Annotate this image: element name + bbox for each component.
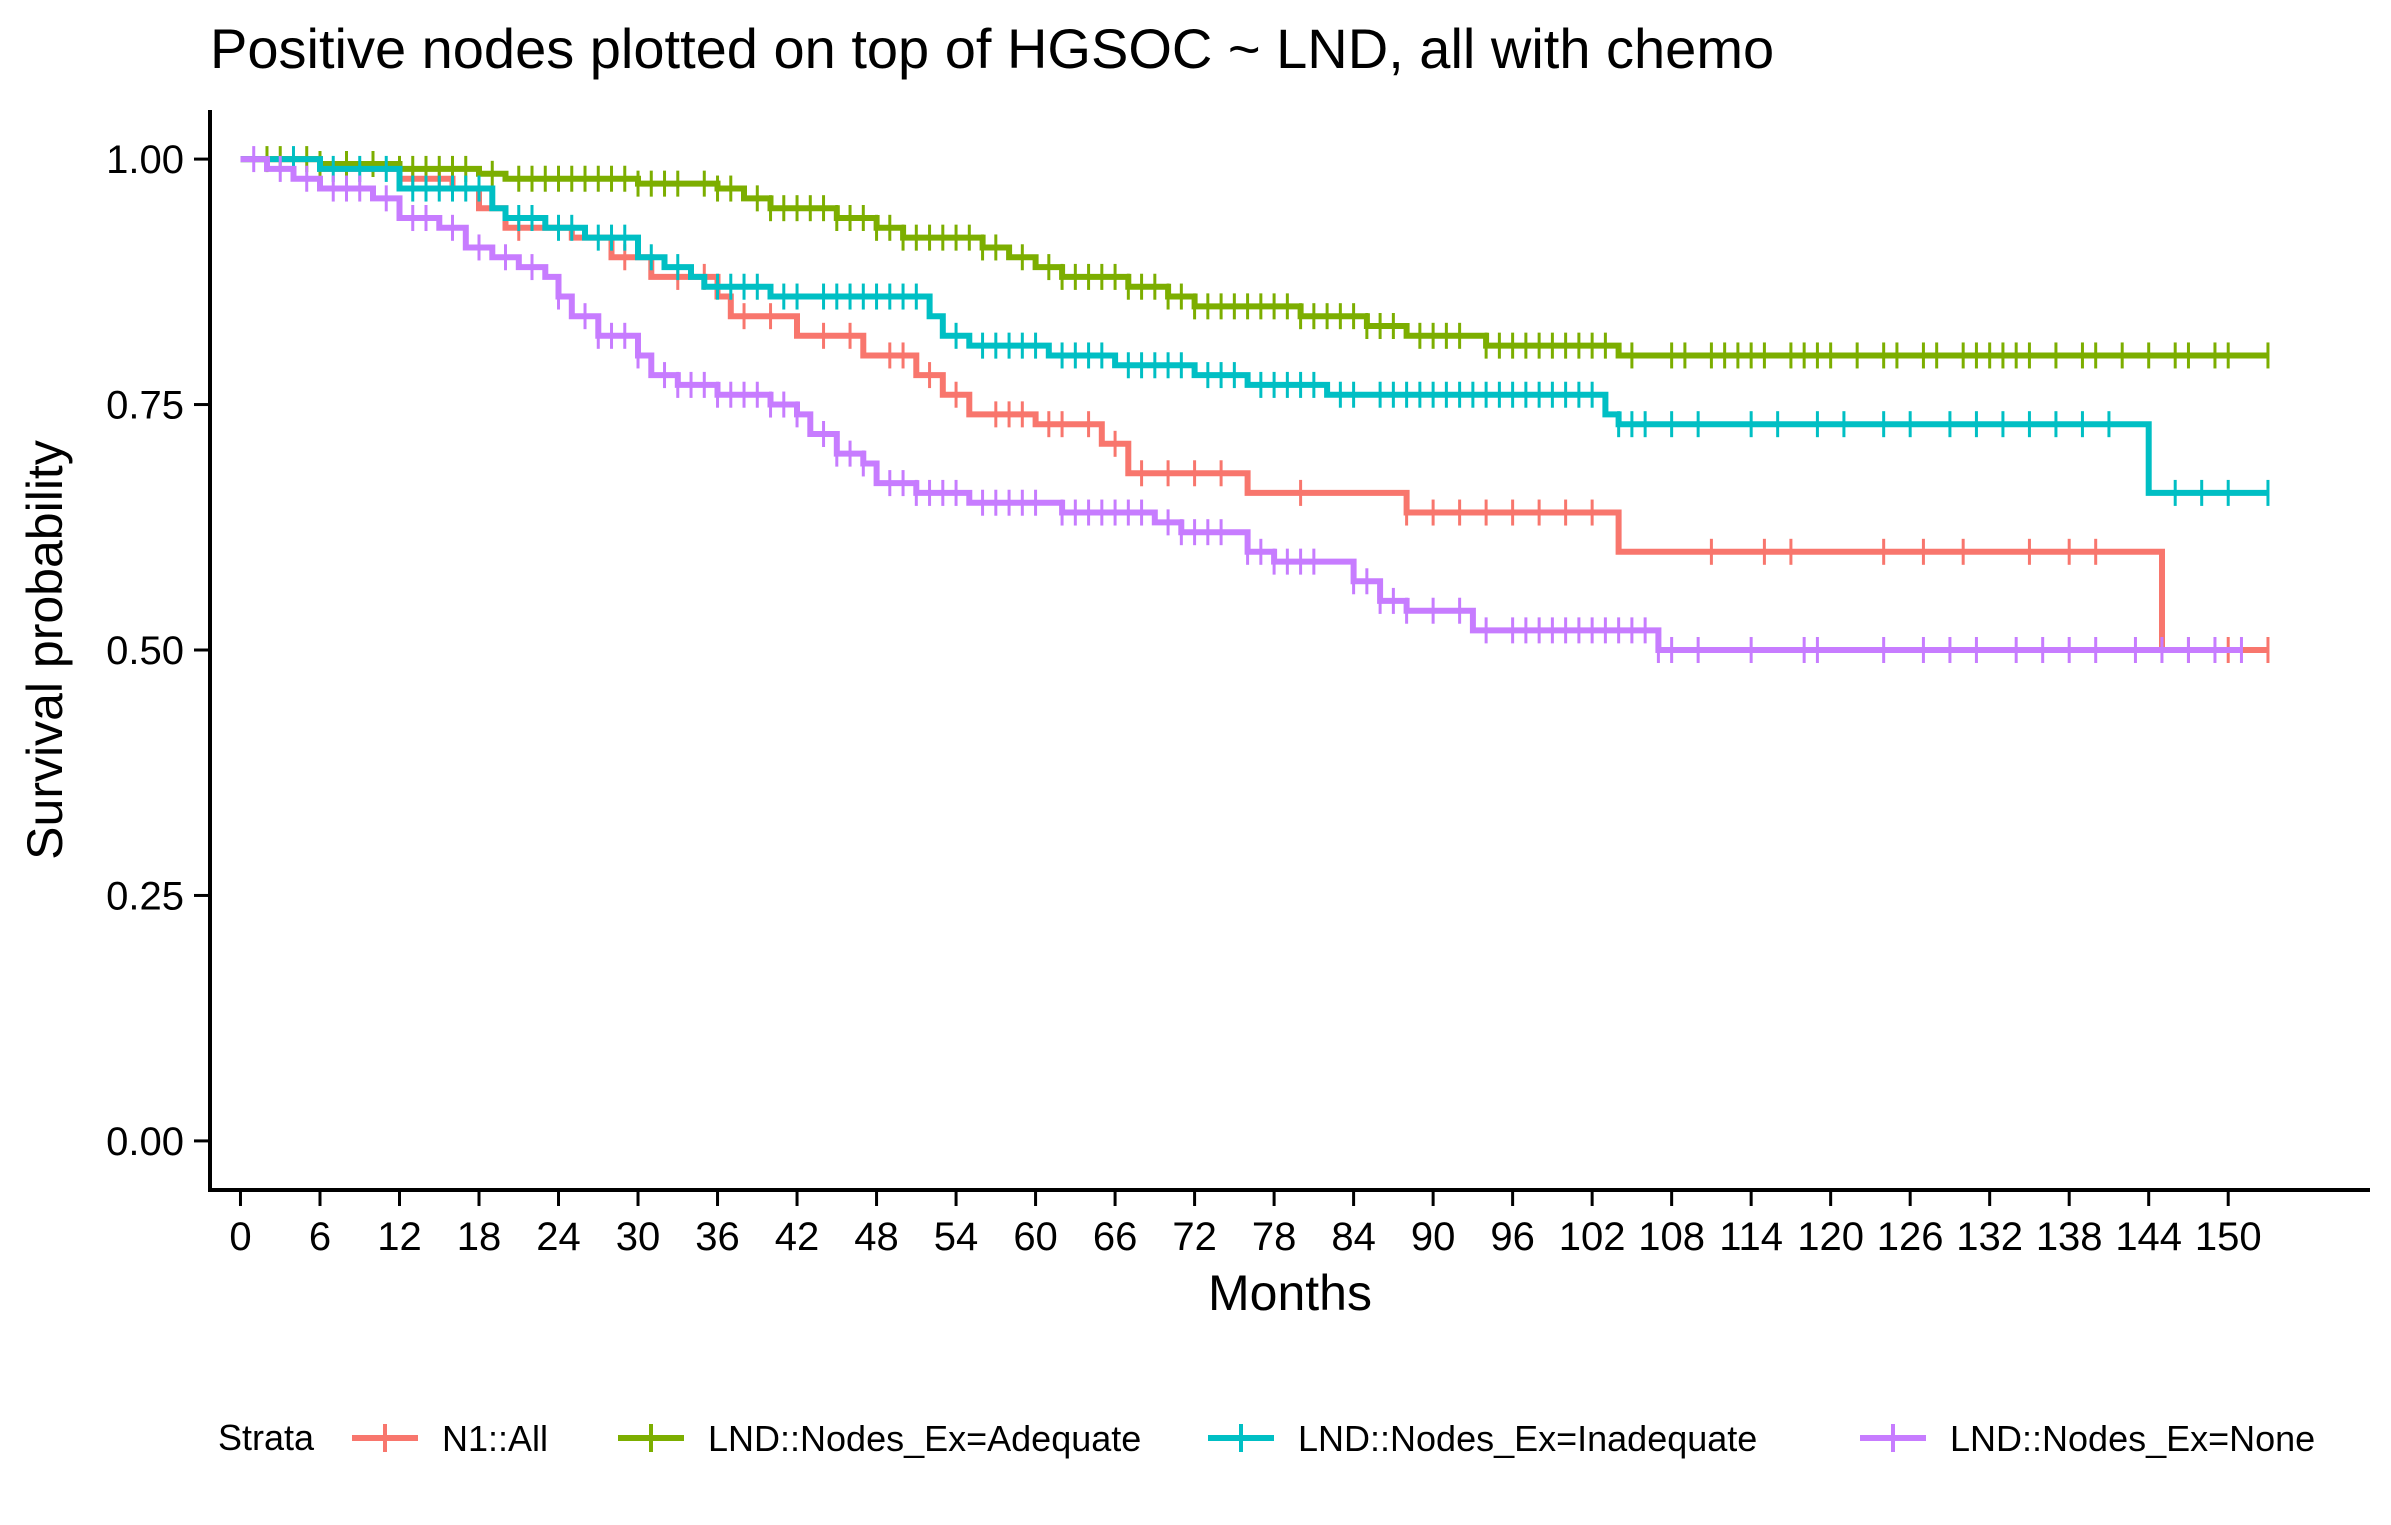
x-tick-label: 78 — [1252, 1215, 1297, 1259]
x-tick-label: 60 — [1013, 1215, 1058, 1259]
legend-item: N1::All — [352, 1418, 548, 1459]
x-tick-label: 114 — [1719, 1215, 1783, 1259]
series-group — [240, 146, 2243, 663]
x-axis-label: Months — [1208, 1265, 1372, 1321]
legend-label: LND::Nodes_Ex=None — [1950, 1418, 2315, 1459]
survival-curve — [240, 156, 2268, 653]
x-tick-label: 6 — [309, 1215, 331, 1259]
legend-label: N1::All — [442, 1418, 548, 1459]
x-tick-label: 138 — [2036, 1215, 2103, 1259]
x-tick-label: 54 — [934, 1215, 979, 1259]
x-axis-ticks: 0 6 12 18 24 30 36 42 48 54 60 66 72 78 84 90 96 102 108 11… — [229, 1190, 2262, 1259]
x-tick-label: 36 — [695, 1215, 740, 1259]
x-tick-label: 0 — [229, 1215, 251, 1259]
x-tick-label: 12 — [377, 1215, 422, 1259]
legend-item: LND::Nodes_Ex=Inadequate — [1208, 1418, 1757, 1459]
x-tick-label: 42 — [775, 1215, 820, 1259]
x-tick-label: 102 — [1559, 1215, 1626, 1259]
x-tick-label: 108 — [1638, 1215, 1705, 1259]
y-tick-label: 0.00 — [106, 1120, 184, 1164]
series-group — [240, 156, 2270, 663]
legend-item: LND::Nodes_Ex=None — [1860, 1418, 2315, 1459]
series-group — [240, 146, 2270, 506]
y-axis-label: Survival probability — [17, 440, 73, 860]
y-tick-label: 0.50 — [106, 629, 184, 673]
x-tick-label: 120 — [1797, 1215, 1864, 1259]
y-axis-ticks: 0.00 0.25 0.50 0.75 1.00 — [106, 138, 210, 1164]
x-tick-label: 132 — [1956, 1215, 2023, 1259]
x-tick-label: 18 — [457, 1215, 502, 1259]
x-tick-label: 126 — [1877, 1215, 1944, 1259]
legend-label: LND::Nodes_Ex=Adequate — [708, 1418, 1141, 1459]
x-tick-label: 96 — [1490, 1215, 1535, 1259]
x-tick-label: 84 — [1331, 1215, 1376, 1259]
x-tick-label: 66 — [1093, 1215, 1138, 1259]
y-tick-label: 0.75 — [106, 384, 184, 428]
x-tick-label: 24 — [536, 1215, 581, 1259]
legend-label: LND::Nodes_Ex=Inadequate — [1298, 1418, 1757, 1459]
y-tick-label: 0.25 — [106, 874, 184, 918]
x-tick-label: 90 — [1411, 1215, 1456, 1259]
survival-curve — [240, 156, 2242, 653]
x-tick-label: 144 — [2115, 1215, 2182, 1259]
legend-item: LND::Nodes_Ex=Adequate — [618, 1418, 1141, 1459]
legend-items: N1::All LND::Nodes_Ex=Adequate LND::Nodes_… — [352, 1418, 2315, 1459]
series-layer — [240, 146, 2270, 663]
x-tick-label: 30 — [616, 1215, 661, 1259]
y-tick-label: 1.00 — [106, 138, 184, 182]
chart-title: Positive nodes plotted on top of HGSOC ~… — [210, 17, 1774, 80]
legend-title: Strata — [218, 1417, 315, 1458]
legend: Strata N1::All LND::Nodes_Ex=Adequate LND:… — [218, 1417, 2315, 1459]
x-tick-label: 48 — [854, 1215, 899, 1259]
series-group — [240, 146, 2270, 369]
survival-curve — [240, 156, 2268, 496]
x-tick-label: 72 — [1172, 1215, 1217, 1259]
x-tick-label: 150 — [2195, 1215, 2262, 1259]
